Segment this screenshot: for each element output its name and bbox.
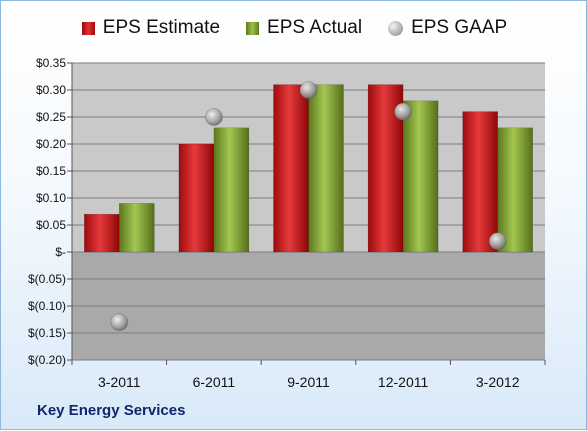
company-name: Key Energy Services	[37, 402, 186, 419]
x-tick-label: 6-2011	[193, 374, 236, 390]
y-tick-label: $(0.20)	[28, 353, 66, 367]
bar-eps-actual	[497, 127, 533, 253]
legend-swatch-eps-actual	[246, 21, 260, 35]
x-tick-label: 3-2012	[476, 374, 520, 390]
bar-eps-actual	[402, 100, 439, 253]
legend-item-eps-gaap: EPS GAAP	[388, 17, 507, 39]
legend-swatch-eps-gaap	[388, 20, 404, 36]
bar-eps-estimate	[178, 143, 215, 253]
bar-eps-estimate	[273, 84, 309, 253]
marker-eps-gaap	[110, 313, 129, 332]
y-tick-label: $(0.05)	[28, 272, 66, 286]
marker-eps-gaap	[394, 102, 412, 121]
legend-item-eps-actual: EPS Actual	[246, 17, 362, 39]
legend-label-eps-estimate: EPS Estimate	[102, 17, 221, 38]
y-tick-label: $(0.15)	[28, 326, 66, 340]
y-tick-label: $0.20	[36, 137, 66, 151]
x-tick-label: 9-2011	[287, 374, 330, 390]
marker-eps-gaap	[299, 81, 318, 99]
y-tick-label: $-	[55, 245, 66, 259]
y-tick-label: $0.35	[36, 56, 66, 70]
y-tick-label: $0.10	[36, 191, 66, 205]
x-tick-label: 3-2011	[98, 374, 141, 390]
legend-swatch-eps-estimate	[81, 21, 95, 35]
marker-eps-gaap	[205, 108, 223, 126]
legend-label-eps-gaap: EPS GAAP	[411, 17, 508, 38]
bar-eps-actual	[213, 127, 250, 253]
y-tick-label: $0.25	[36, 110, 66, 124]
y-tick-label: $0.05	[36, 218, 66, 232]
bar-eps-actual	[119, 203, 155, 253]
x-tick-label: 12-2011	[378, 374, 429, 390]
y-tick-label: $0.15	[36, 164, 66, 178]
marker-eps-gaap	[488, 232, 507, 250]
bar-eps-estimate	[84, 213, 120, 253]
bar-eps-actual	[308, 84, 344, 253]
legend-item-eps-estimate: EPS Estimate	[81, 17, 221, 39]
legend: EPS Estimate EPS Actual EPS GAAP	[1, 17, 587, 39]
y-tick-label: $(0.10)	[28, 299, 66, 313]
legend-label-eps-actual: EPS Actual	[267, 17, 363, 38]
y-tick-label: $0.30	[36, 83, 66, 97]
bar-eps-estimate	[462, 111, 498, 253]
